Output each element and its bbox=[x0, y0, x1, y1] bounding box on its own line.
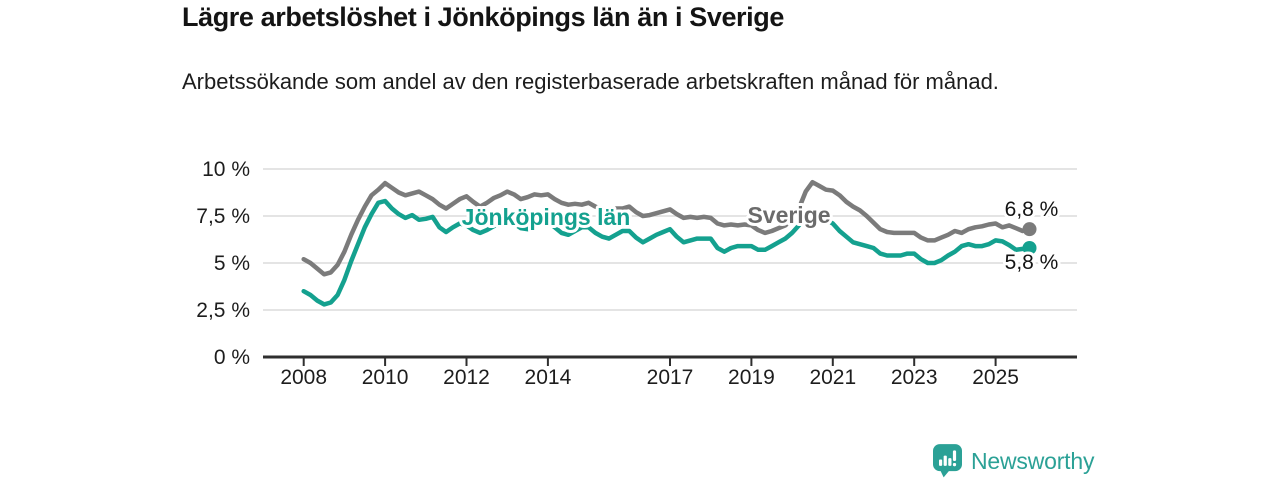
series-end-dot-sverige bbox=[1022, 222, 1037, 237]
x-axis-tick-label: 2019 bbox=[728, 366, 775, 389]
end-value-label-sverige: 6,8 % bbox=[1005, 198, 1059, 221]
x-axis-tick-label: 2017 bbox=[647, 366, 694, 389]
x-axis-tick-label: 2008 bbox=[280, 366, 327, 389]
newsworthy-logo: Newsworthy bbox=[933, 444, 1094, 478]
series-end-dot-jonkoping bbox=[1022, 240, 1037, 255]
y-axis-tick-label: 10 % bbox=[202, 158, 250, 181]
chart-title: Lägre arbetslöshet i Jönköpings län än i… bbox=[182, 2, 784, 32]
series-label-jonkoping: Jönköpings län bbox=[462, 204, 631, 230]
end-value-label-jonkoping: 5,8 % bbox=[1005, 251, 1059, 274]
x-axis-tick-label: 2010 bbox=[362, 366, 409, 389]
y-axis-tick-label: 2,5 % bbox=[196, 299, 250, 322]
x-axis-tick-label: 2012 bbox=[443, 366, 490, 389]
y-axis-tick-label: 7,5 % bbox=[196, 205, 250, 228]
x-axis-tick-label: 2025 bbox=[972, 366, 1019, 389]
series-label-sverige: Sverige bbox=[747, 202, 830, 228]
y-axis-tick-label: 5 % bbox=[214, 252, 250, 275]
series-line-jonkoping bbox=[301, 198, 1032, 307]
newsworthy-bubble-barchart-icon bbox=[933, 444, 962, 478]
y-axis-tick-label: 0 % bbox=[214, 346, 250, 369]
x-axis-tick-label: 2021 bbox=[809, 366, 856, 389]
chart-subtitle: Arbetssökande som andel av den registerb… bbox=[182, 69, 999, 94]
series-line-sverige bbox=[301, 179, 1032, 277]
x-axis-tick-label: 2023 bbox=[891, 366, 938, 389]
newsworthy-logo-text: Newsworthy bbox=[971, 447, 1095, 474]
x-axis-tick-label: 2014 bbox=[525, 366, 572, 389]
